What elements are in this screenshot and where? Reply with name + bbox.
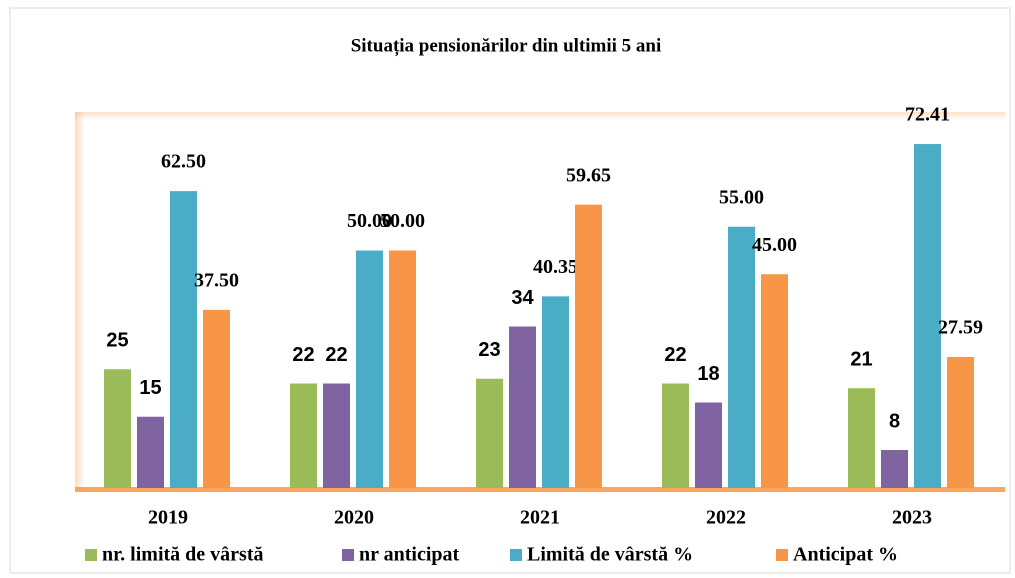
plot-baseline bbox=[75, 487, 1005, 492]
plot-glow bbox=[75, 112, 85, 490]
bar bbox=[761, 274, 788, 488]
legend-swatch bbox=[776, 549, 788, 561]
bar bbox=[389, 250, 416, 488]
data-label: 34 bbox=[511, 287, 534, 309]
data-label: 21 bbox=[850, 349, 872, 371]
legend-label: nr. limită de vârstă bbox=[102, 544, 263, 566]
data-label: 27.59 bbox=[938, 317, 983, 339]
data-label: 62.50 bbox=[161, 151, 206, 173]
data-label: 45.00 bbox=[752, 234, 797, 256]
bar bbox=[203, 309, 230, 488]
legend-swatch bbox=[85, 549, 97, 561]
data-label: 15 bbox=[139, 377, 161, 399]
bar bbox=[728, 226, 755, 488]
plot-glow bbox=[75, 112, 1005, 120]
data-label: 22 bbox=[325, 344, 347, 366]
bar bbox=[323, 383, 350, 488]
bar bbox=[356, 250, 383, 488]
bar bbox=[137, 416, 164, 488]
bar bbox=[947, 356, 974, 488]
data-label: 40.35 bbox=[533, 256, 578, 278]
data-label: 23 bbox=[478, 339, 500, 361]
legend-label: Limită de vârstă % bbox=[527, 544, 693, 566]
data-label: 50.00 bbox=[380, 210, 425, 232]
legend-swatch bbox=[510, 549, 522, 561]
data-label: 72.41 bbox=[905, 104, 950, 126]
data-label: 18 bbox=[697, 363, 719, 385]
bar bbox=[695, 402, 722, 488]
bar bbox=[914, 144, 941, 489]
data-label: 59.65 bbox=[566, 164, 611, 186]
bar bbox=[104, 369, 131, 488]
x-tick-label: 2021 bbox=[520, 507, 560, 529]
x-tick-label: 2022 bbox=[706, 507, 746, 529]
bar bbox=[509, 326, 536, 488]
bar bbox=[542, 296, 569, 488]
bar bbox=[881, 450, 908, 488]
x-tick-label: 2023 bbox=[892, 507, 932, 529]
bar bbox=[662, 383, 689, 488]
data-label: 22 bbox=[664, 344, 686, 366]
legend-label: nr anticipat bbox=[359, 544, 460, 566]
bar bbox=[848, 388, 875, 488]
data-label: 55.00 bbox=[719, 186, 764, 208]
data-label: 50.00 bbox=[347, 210, 392, 232]
x-tick-label: 2019 bbox=[148, 507, 188, 529]
chart-title: Situația pensionărilor din ultimii 5 ani bbox=[351, 35, 662, 56]
data-label: 8 bbox=[889, 410, 900, 432]
data-label: 25 bbox=[106, 330, 128, 352]
legend-label: Anticipat % bbox=[793, 544, 898, 566]
legend-swatch bbox=[342, 549, 354, 561]
data-label: 22 bbox=[292, 344, 314, 366]
bar bbox=[290, 383, 317, 488]
x-tick-label: 2020 bbox=[334, 507, 374, 529]
data-label: 37.50 bbox=[194, 269, 239, 291]
bar bbox=[476, 378, 503, 488]
bar bbox=[170, 191, 197, 488]
bar bbox=[575, 204, 602, 488]
